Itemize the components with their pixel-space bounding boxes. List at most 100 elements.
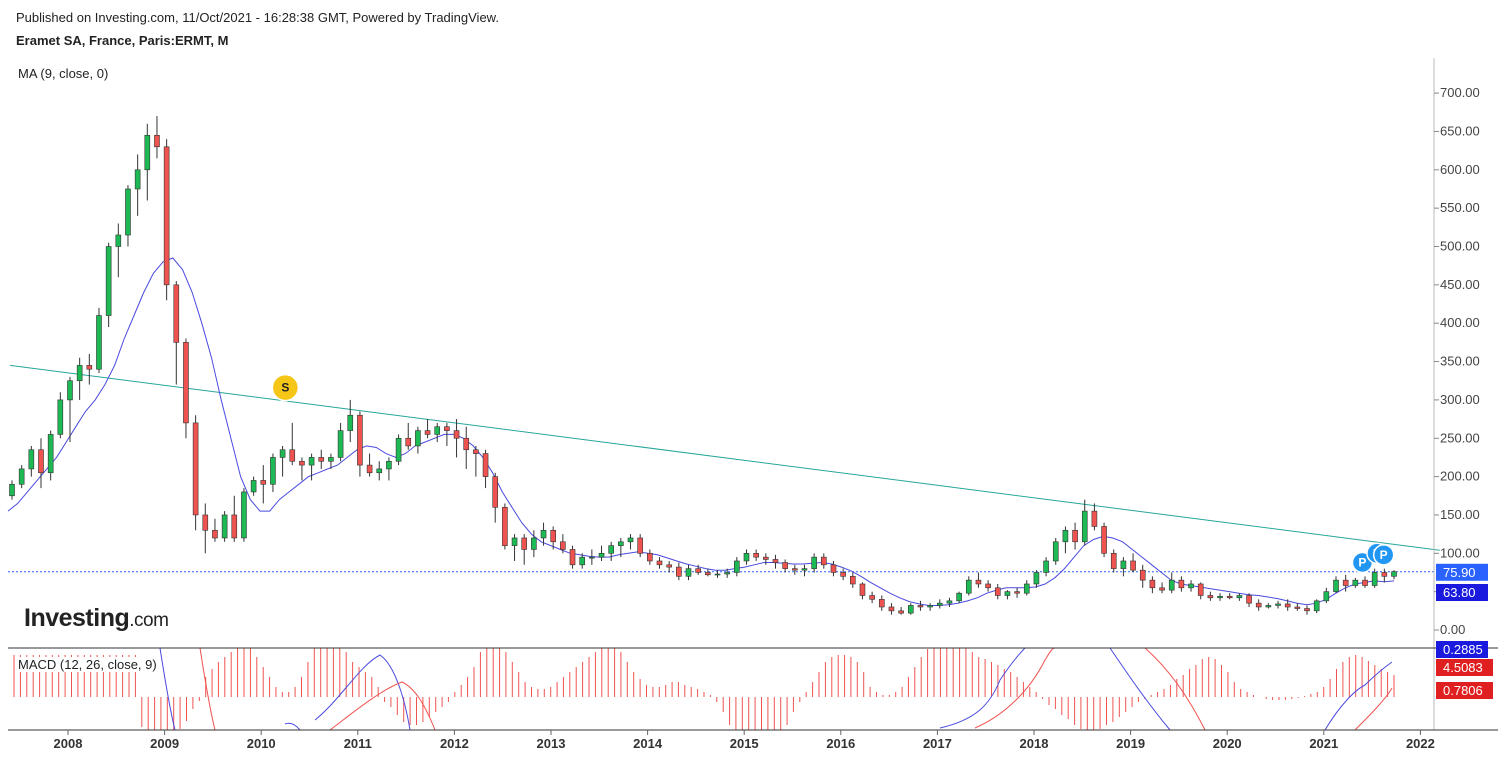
x-tick-label: 2020 <box>1213 736 1242 751</box>
candle <box>927 603 933 611</box>
candle <box>811 553 817 573</box>
candle <box>1333 576 1339 594</box>
candle-body-down <box>231 514 238 539</box>
x-tick-label: 2018 <box>1020 736 1049 751</box>
candle-body-down <box>163 146 170 286</box>
candle <box>917 600 924 611</box>
candle-body-down <box>1255 602 1262 608</box>
candle <box>482 449 489 489</box>
candle <box>1139 564 1146 588</box>
candle-body-up <box>1052 541 1059 562</box>
candle-body-up <box>1352 579 1359 586</box>
candle <box>994 583 1001 600</box>
candle-body-down <box>482 453 489 477</box>
candle-body-down <box>878 599 885 608</box>
candle <box>830 560 837 577</box>
candle <box>560 534 566 554</box>
candle-body-up <box>415 430 421 447</box>
macd-line-seg <box>284 722 301 731</box>
marker-label: P <box>1380 548 1388 562</box>
candle-body-up <box>936 602 943 606</box>
candle-body-down <box>1101 526 1107 554</box>
candle <box>1294 603 1301 611</box>
macd-indicator-label[interactable]: MACD (12, 26, close, 9) <box>16 657 159 672</box>
candle <box>878 595 885 611</box>
candle <box>318 449 325 469</box>
candle <box>1178 576 1185 592</box>
candle <box>531 530 537 558</box>
candle-body-down <box>289 449 296 462</box>
candle <box>1081 499 1088 546</box>
candle <box>1130 553 1136 573</box>
candle-body-down <box>1072 529 1078 543</box>
candle-body-up <box>598 552 605 558</box>
candle <box>76 357 83 400</box>
x-tick-label: 2022 <box>1406 736 1435 751</box>
candle <box>221 511 228 542</box>
candle <box>144 123 151 201</box>
candle-body-down <box>830 564 837 573</box>
y-tick-label: 400.00 <box>1440 315 1480 330</box>
candle <box>1101 522 1107 558</box>
candle-body-down <box>637 537 643 554</box>
candle <box>1304 605 1310 615</box>
candle-body-up <box>1217 595 1223 599</box>
candle <box>946 597 953 607</box>
markers-layer[interactable]: SPPP <box>271 373 1395 574</box>
macd-line-seg <box>939 647 1026 729</box>
candle-body-down <box>38 449 44 474</box>
ma-indicator-label[interactable]: MA (9, close, 0) <box>18 66 109 81</box>
y-tick-label: 550.00 <box>1440 200 1480 215</box>
candle <box>1033 570 1040 588</box>
candle <box>1043 557 1049 577</box>
candle-body-down <box>1110 552 1117 569</box>
y-tick-label: 250.00 <box>1440 430 1480 445</box>
candle <box>1246 593 1252 607</box>
candle <box>28 445 35 477</box>
candle <box>415 426 421 454</box>
ma-line <box>7 257 1395 606</box>
candle-body-down <box>1014 591 1020 594</box>
candle-body-up <box>714 573 721 576</box>
candle <box>279 445 286 477</box>
candle <box>105 242 112 328</box>
x-tick-label: 2021 <box>1309 736 1338 751</box>
candle-body-up <box>221 514 228 539</box>
candle <box>637 534 643 558</box>
candle <box>1313 599 1320 614</box>
candle-body-down <box>154 134 160 148</box>
candle <box>289 422 296 466</box>
candle <box>260 465 267 504</box>
candle <box>299 457 305 481</box>
candle <box>202 503 209 554</box>
candle-body-down <box>666 564 672 568</box>
sell-marker[interactable]: S <box>271 373 300 402</box>
candle <box>956 591 962 604</box>
candle-body-up <box>1265 605 1272 608</box>
pattern-marker[interactable]: P <box>1372 544 1395 566</box>
candle-body-up <box>743 552 750 562</box>
candle <box>753 549 759 561</box>
candle <box>695 564 701 575</box>
candle <box>627 534 634 550</box>
trendline-layer[interactable] <box>8 364 1440 573</box>
candle-body-down <box>782 562 788 569</box>
candle-body-down <box>705 572 711 576</box>
candle <box>772 554 779 569</box>
candle <box>424 419 431 439</box>
candle-body-up <box>250 480 257 493</box>
candle-body-up <box>1323 591 1330 602</box>
candle <box>1362 576 1368 588</box>
logo-main: Investing <box>24 604 130 632</box>
candle <box>821 553 827 569</box>
candle-body-up <box>144 134 151 171</box>
candle <box>67 376 73 443</box>
candle-body-down <box>560 541 566 550</box>
candle-body-up <box>434 426 441 435</box>
candle-body-up <box>608 545 614 554</box>
candles-layer[interactable] <box>9 116 1397 615</box>
signal-value-badge-bg <box>1436 659 1493 676</box>
candle <box>57 392 64 439</box>
candle <box>357 411 363 477</box>
